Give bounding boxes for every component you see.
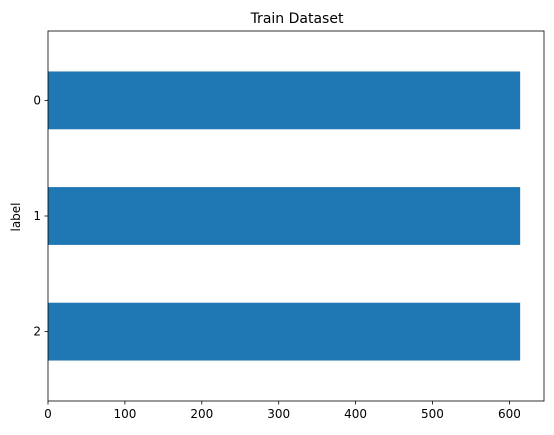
bars-group bbox=[48, 71, 521, 361]
y-tick-label: 0 bbox=[33, 93, 41, 107]
x-tick-label: 300 bbox=[267, 407, 290, 421]
x-tick-label: 500 bbox=[421, 407, 444, 421]
x-tick-label: 100 bbox=[113, 407, 136, 421]
bar-1 bbox=[48, 187, 521, 245]
y-tick-label: 2 bbox=[33, 325, 41, 339]
bar-2 bbox=[48, 302, 521, 361]
x-tick-label: 0 bbox=[44, 407, 52, 421]
x-tick-label: 200 bbox=[190, 407, 213, 421]
y-ticks-group: 0 1 2 bbox=[33, 93, 48, 339]
x-tick-label: 600 bbox=[498, 407, 521, 421]
y-axis-label: label bbox=[9, 202, 23, 231]
x-ticks-group: 0 100 200 300 400 500 600 bbox=[44, 401, 521, 421]
plot-frame bbox=[47, 30, 545, 402]
chart-title: Train Dataset bbox=[250, 11, 344, 27]
bar-0 bbox=[48, 71, 521, 130]
x-tick-label: 400 bbox=[344, 407, 367, 421]
y-tick-label: 1 bbox=[33, 209, 41, 223]
